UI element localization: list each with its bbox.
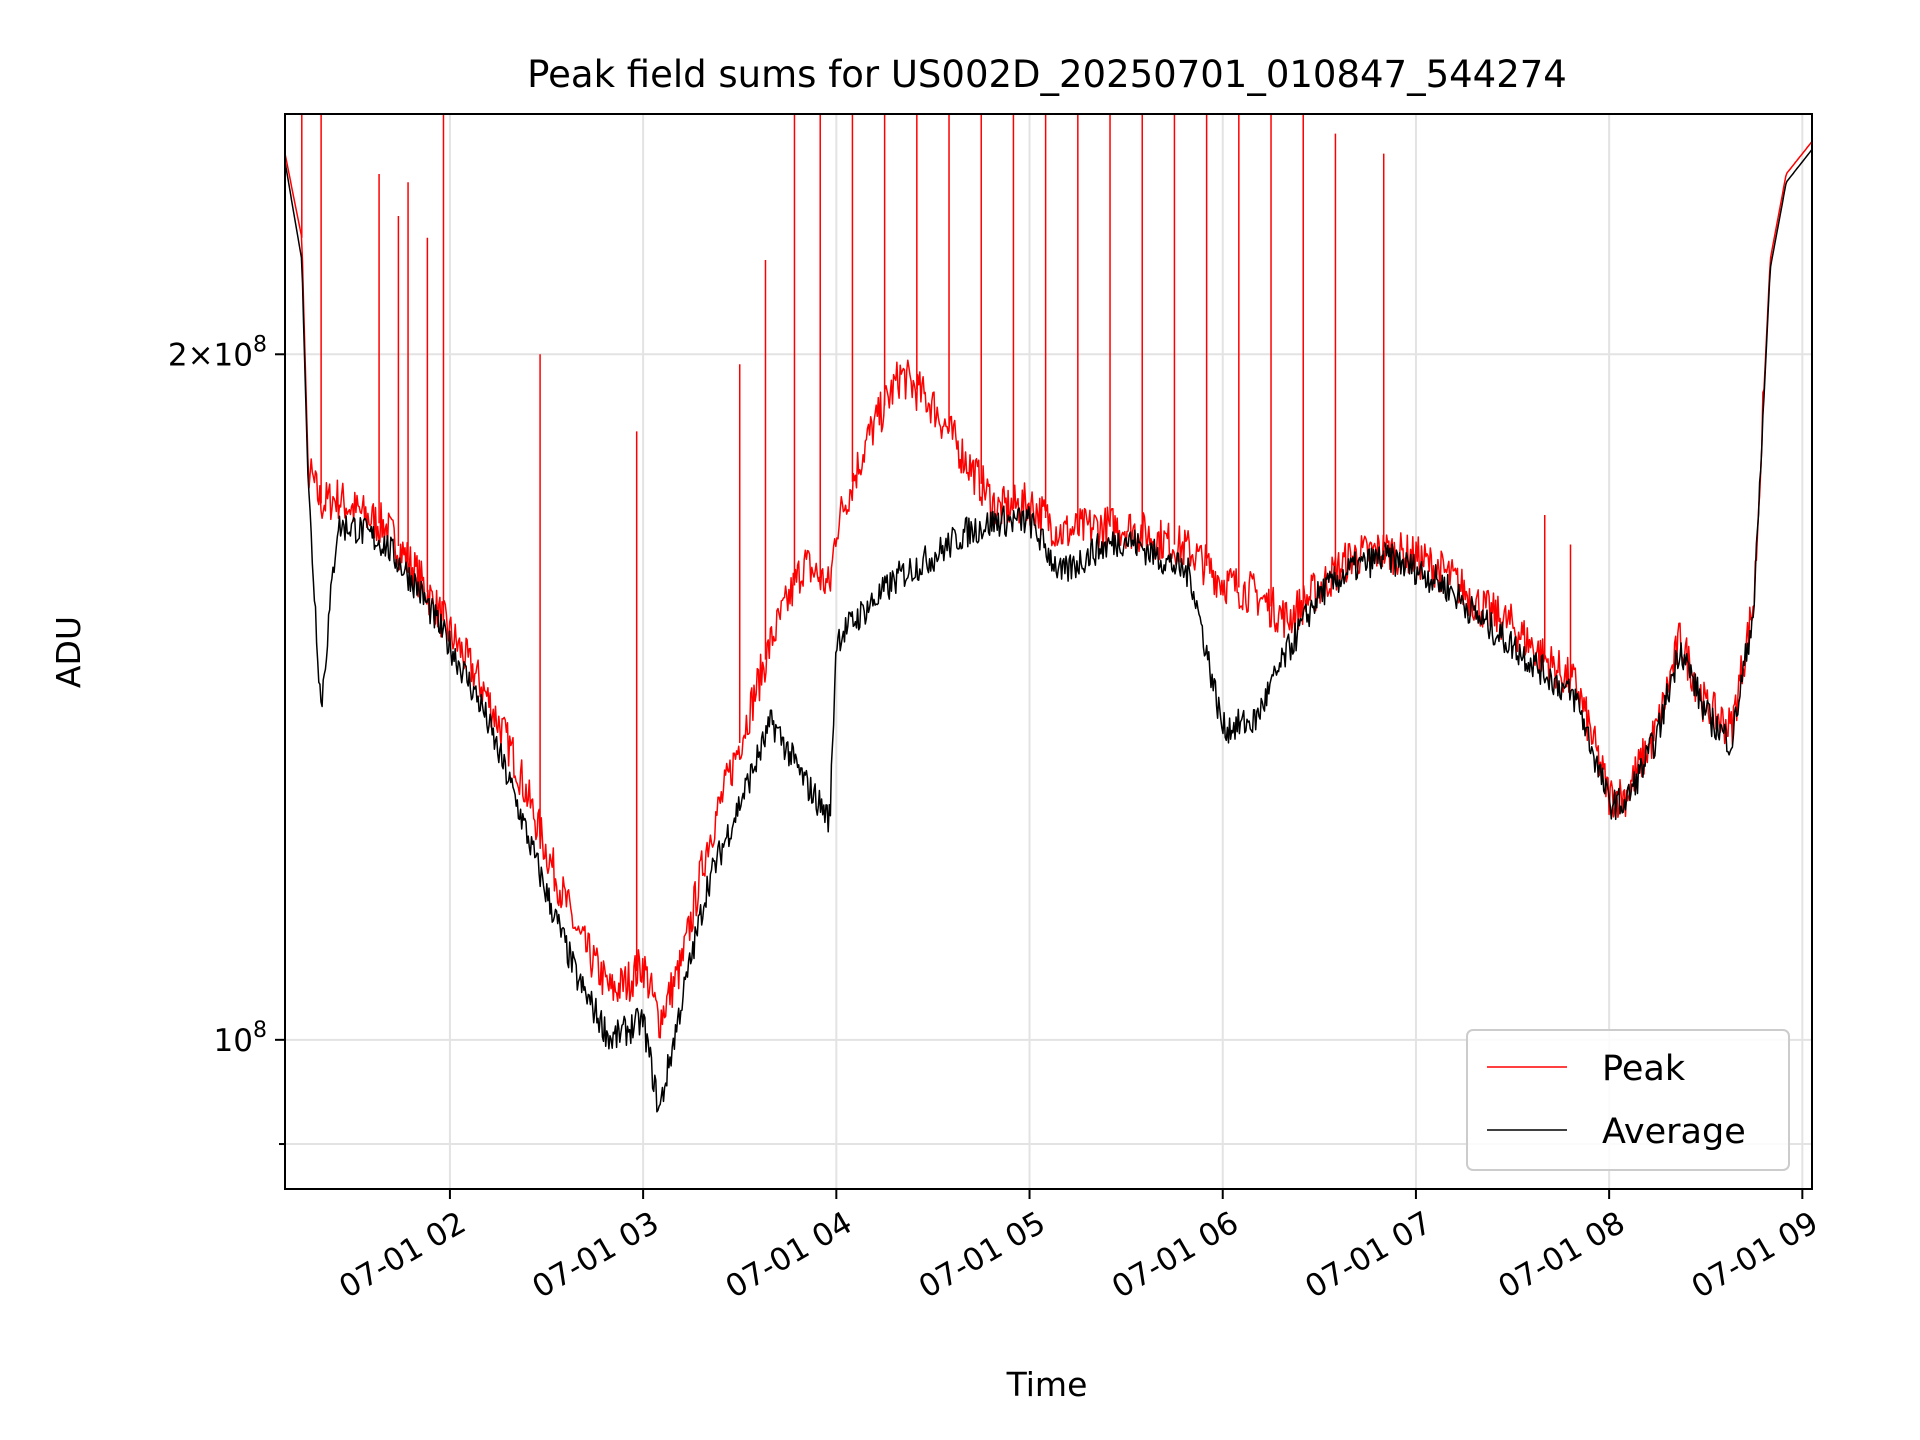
plot-area — [285, 114, 1812, 1113]
legend-box — [1466, 1029, 1790, 1171]
y-axis-label: ADU — [49, 616, 88, 688]
legend-average-label: Average — [1602, 1112, 1746, 1152]
legend-peak-label: Peak — [1602, 1049, 1686, 1089]
series-layer — [285, 114, 1812, 1113]
plot-frame — [284, 113, 1813, 1190]
y-axis: 108 2×108 — [168, 332, 285, 1146]
series-average-line — [285, 149, 1812, 1113]
y-tick-label: 108 — [214, 1018, 267, 1059]
legend: Peak Average — [1466, 1029, 1790, 1171]
chart-title: Peak field sums for US002D_20250701_0108… — [527, 53, 1567, 96]
x-axis-label: Time — [1006, 1365, 1088, 1404]
y-tick-label: 2×108 — [168, 332, 267, 373]
